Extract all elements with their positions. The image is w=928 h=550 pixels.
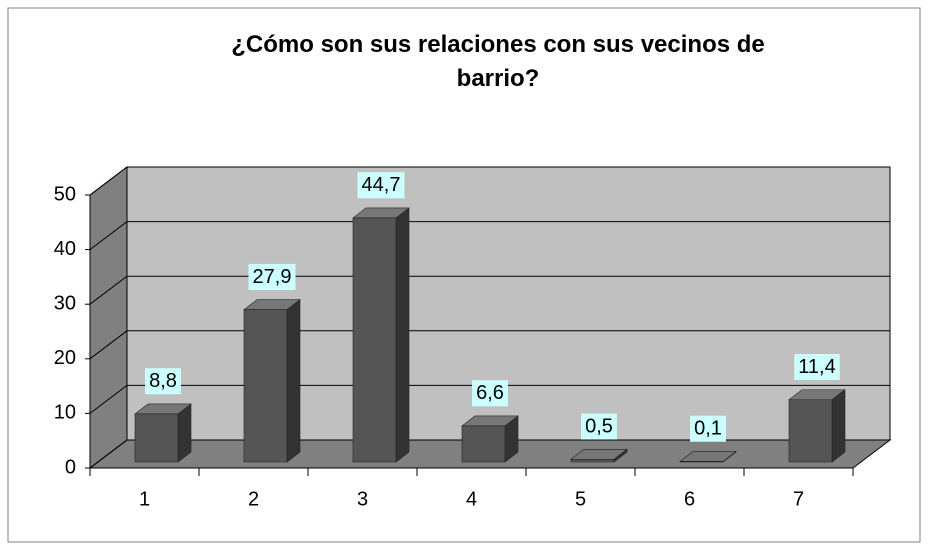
bar <box>570 448 628 463</box>
y-tick-label: 20 <box>54 347 76 369</box>
y-tick-label: 0 <box>65 456 76 478</box>
grid-line <box>89 330 890 360</box>
value-label-box <box>145 368 181 395</box>
value-label: 44,7 <box>362 174 401 196</box>
grid-line <box>89 221 890 250</box>
x-tick-label: 2 <box>248 488 259 510</box>
value-label: 27,9 <box>253 266 292 288</box>
value-label-box <box>248 263 296 290</box>
grid-line <box>89 439 890 469</box>
value-label: 11,4 <box>798 356 835 378</box>
bar-front <box>134 413 179 463</box>
y-tick-label: 10 <box>54 402 76 424</box>
y-tick-label: 50 <box>54 183 76 205</box>
bar-side <box>831 389 846 463</box>
bar <box>788 389 846 463</box>
bar-front <box>461 425 506 463</box>
x-tick-label: 3 <box>357 488 368 510</box>
value-label-box <box>472 380 508 407</box>
bar <box>461 415 519 463</box>
value-label-box <box>357 172 405 199</box>
x-tick-label: 5 <box>575 488 586 510</box>
value-label: 0,5 <box>585 416 613 438</box>
bar-front <box>352 217 397 463</box>
grid-line <box>89 275 890 305</box>
bar <box>243 299 301 463</box>
bar-side <box>395 207 410 463</box>
value-label: 0,1 <box>694 418 722 440</box>
y-tick-label: 40 <box>54 238 76 260</box>
grid-line <box>89 384 890 414</box>
x-tick-label: 4 <box>466 488 477 510</box>
y-tick-label: 30 <box>54 292 76 314</box>
bar <box>352 207 410 463</box>
bar <box>134 403 192 463</box>
bar <box>679 450 737 463</box>
value-label: 6,6 <box>476 382 504 404</box>
bar-side <box>286 299 301 463</box>
x-tick-label: 6 <box>684 488 695 510</box>
bar-front <box>679 461 724 463</box>
grid-line <box>89 166 890 196</box>
bar-front <box>243 309 288 463</box>
x-tick-label: 1 <box>139 488 150 510</box>
value-label-box <box>690 415 726 442</box>
bar-front <box>788 399 833 463</box>
chart-title: ¿Cómo son sus relaciones con sus vecinos… <box>231 31 765 92</box>
value-label-box <box>581 413 617 440</box>
x-tick-label: 7 <box>793 488 804 510</box>
bar-front <box>570 458 615 463</box>
side-wall <box>89 165 128 470</box>
value-label-box <box>794 354 840 381</box>
value-label: 8,8 <box>149 370 177 392</box>
back-wall <box>126 166 891 441</box>
